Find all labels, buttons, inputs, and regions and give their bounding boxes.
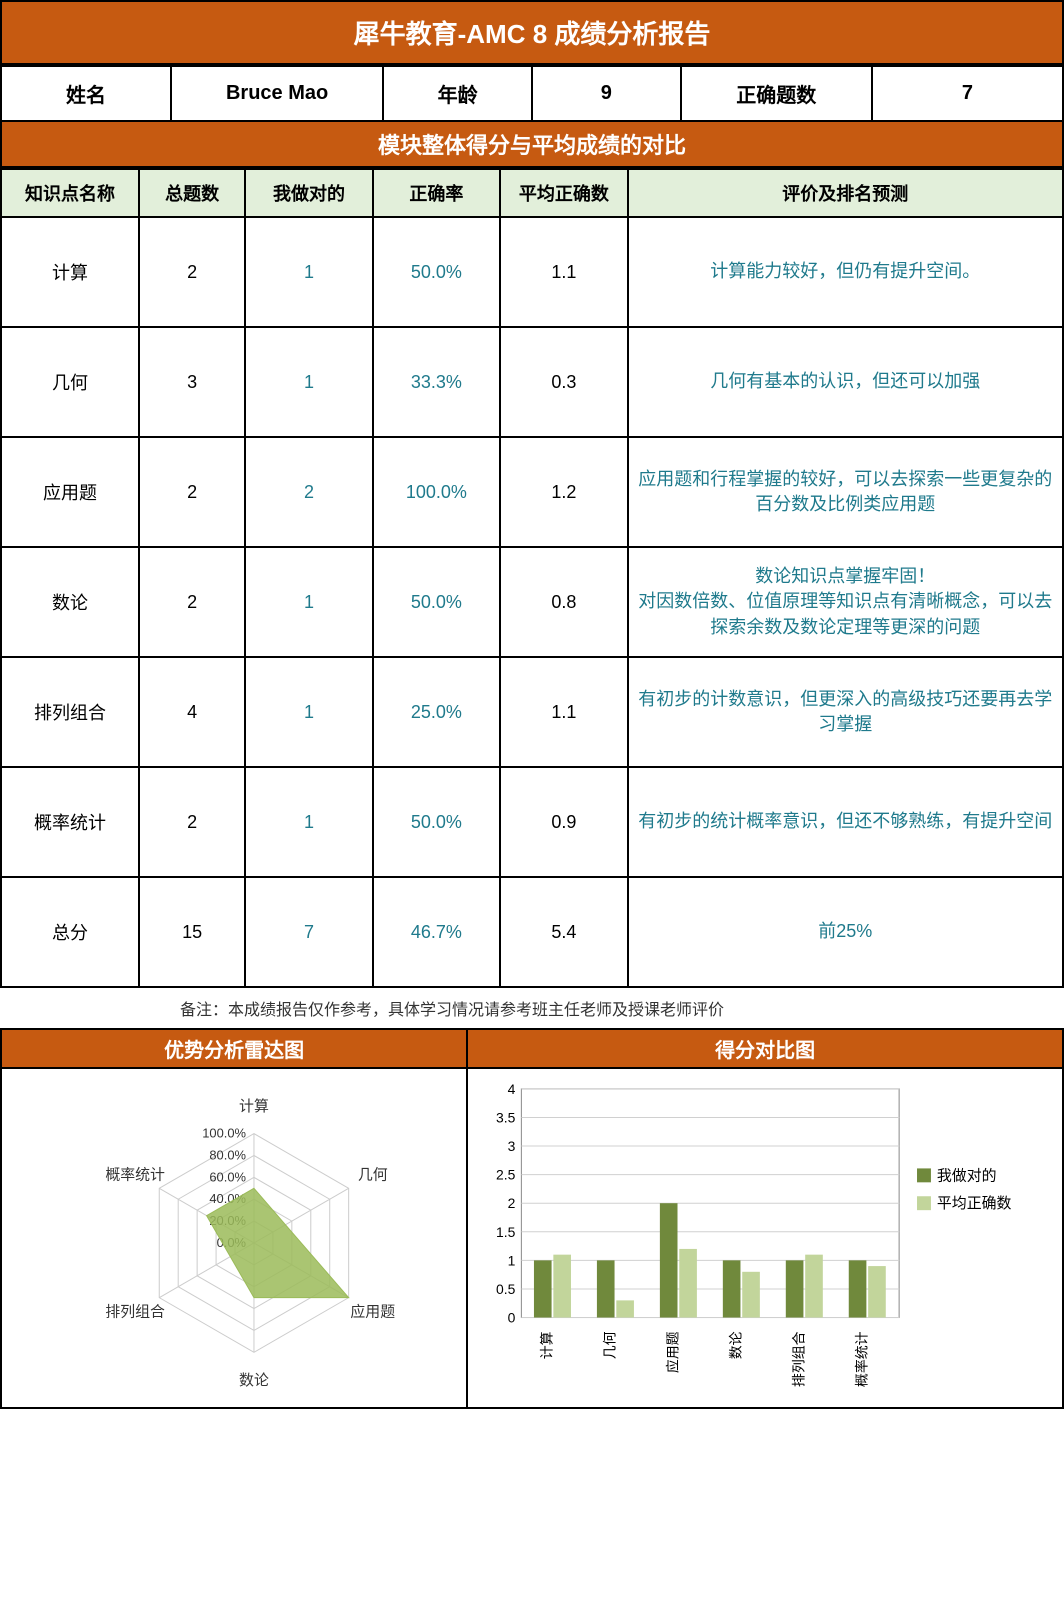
th-avg: 平均正确数	[500, 169, 627, 217]
radar-title: 优势分析雷达图	[0, 1028, 468, 1069]
cell-avg: 1.1	[500, 217, 627, 327]
cell-total: 2	[139, 217, 245, 327]
cell-total: 4	[139, 657, 245, 767]
cell-topic: 应用题	[1, 437, 139, 547]
cell-avg: 0.9	[500, 767, 627, 877]
cell-topic: 总分	[1, 877, 139, 987]
radar-chart: 计算几何应用题数论排列组合概率统计0.0%20.0%40.0%60.0%80.0…	[0, 1069, 468, 1409]
th-mine: 我做对的	[245, 169, 372, 217]
svg-text:0: 0	[508, 1310, 516, 1326]
cell-avg: 1.1	[500, 657, 627, 767]
cell-eval: 应用题和行程掌握的较好，可以去探索一些更复杂的百分数及比例类应用题	[628, 437, 1063, 547]
cell-total: 2	[139, 437, 245, 547]
bar-chart: 0 0.5 1 1.5 2 2.5 3 3.5 4 计算 几何 应用题 数论 排列组合 概率统计 我做对的平均…	[468, 1069, 1064, 1409]
cell-rate: 46.7%	[373, 877, 500, 987]
th-topic: 知识点名称	[1, 169, 139, 217]
cell-topic: 几何	[1, 327, 139, 437]
svg-text:几何: 几何	[602, 1331, 618, 1359]
svg-text:1.5: 1.5	[496, 1224, 516, 1240]
cell-topic: 概率统计	[1, 767, 139, 877]
svg-text:60.0%: 60.0%	[209, 1169, 246, 1184]
svg-text:应用题: 应用题	[665, 1331, 681, 1373]
label-name: 姓名	[1, 66, 171, 121]
cell-mine: 2	[245, 437, 372, 547]
cell-total: 2	[139, 547, 245, 657]
table-row: 计算2150.0%1.1计算能力较好，但仍有提升空间。	[1, 217, 1063, 327]
table-row: 排列组合4125.0%1.1有初步的计数意识，但更深入的高级技巧还要再去学习掌握	[1, 657, 1063, 767]
svg-text:1: 1	[508, 1252, 516, 1268]
cell-rate: 25.0%	[373, 657, 500, 767]
th-eval: 评价及排名预测	[628, 169, 1063, 217]
footnote-text: 备注：本成绩报告仅作参考，具体学习情况请参考班主任老师及授课老师评价	[0, 988, 1064, 1028]
svg-text:排列组合: 排列组合	[105, 1304, 165, 1321]
svg-text:100.0%: 100.0%	[202, 1126, 246, 1141]
student-info-table: 姓名 Bruce Mao 年龄 9 正确题数 7	[0, 65, 1064, 122]
value-name: Bruce Mao	[171, 66, 383, 121]
cell-topic: 排列组合	[1, 657, 139, 767]
cell-total: 2	[139, 767, 245, 877]
cell-mine: 1	[245, 767, 372, 877]
cell-mine: 1	[245, 657, 372, 767]
label-age: 年龄	[383, 66, 532, 121]
cell-topic: 计算	[1, 217, 139, 327]
cell-topic: 数论	[1, 547, 139, 657]
label-correct: 正确题数	[681, 66, 872, 121]
svg-text:4: 4	[508, 1081, 516, 1097]
svg-text:我做对的: 我做对的	[937, 1167, 997, 1184]
svg-text:2.5: 2.5	[496, 1167, 516, 1183]
svg-text:平均正确数: 平均正确数	[937, 1195, 1012, 1212]
cell-eval: 有初步的统计概率意识，但还不够熟练，有提升空间	[628, 767, 1063, 877]
svg-text:0.5: 0.5	[496, 1281, 516, 1297]
svg-text:概率统计: 概率统计	[105, 1166, 165, 1183]
table-row: 几何3133.3%0.3几何有基本的认识，但还可以加强	[1, 327, 1063, 437]
charts-row: 优势分析雷达图 计算几何应用题数论排列组合概率统计0.0%20.0%40.0%6…	[0, 1028, 1064, 1409]
cell-rate: 50.0%	[373, 767, 500, 877]
svg-text:计算: 计算	[239, 1097, 269, 1115]
cell-eval: 数论知识点掌握牢固！对因数倍数、位值原理等知识点有清晰概念，可以去探索余数及数论…	[628, 547, 1063, 657]
th-total: 总题数	[139, 169, 245, 217]
cell-avg: 0.8	[500, 547, 627, 657]
svg-text:几何: 几何	[358, 1166, 388, 1183]
cell-eval: 有初步的计数意识，但更深入的高级技巧还要再去学习掌握	[628, 657, 1063, 767]
cell-eval: 几何有基本的认识，但还可以加强	[628, 327, 1063, 437]
report-title: 犀牛教育-AMC 8 成绩分析报告	[0, 0, 1064, 65]
value-correct: 7	[872, 66, 1063, 121]
cell-mine: 7	[245, 877, 372, 987]
svg-text:排列组合: 排列组合	[791, 1331, 807, 1387]
svg-text:3.5: 3.5	[496, 1109, 516, 1125]
svg-text:2: 2	[508, 1195, 516, 1211]
table-row: 数论2150.0%0.8数论知识点掌握牢固！对因数倍数、位值原理等知识点有清晰概…	[1, 547, 1063, 657]
cell-rate: 50.0%	[373, 217, 500, 327]
table-row: 总分15746.7%5.4前25%	[1, 877, 1063, 987]
svg-text:3: 3	[508, 1138, 516, 1154]
cell-avg: 5.4	[500, 877, 627, 987]
cell-avg: 1.2	[500, 437, 627, 547]
svg-text:数论: 数论	[728, 1331, 744, 1359]
svg-text:概率统计: 概率统计	[854, 1331, 870, 1387]
table-row: 概率统计2150.0%0.9有初步的统计概率意识，但还不够熟练，有提升空间	[1, 767, 1063, 877]
cell-total: 3	[139, 327, 245, 437]
cell-rate: 50.0%	[373, 547, 500, 657]
svg-text:计算: 计算	[539, 1331, 555, 1359]
cell-mine: 1	[245, 217, 372, 327]
value-age: 9	[532, 66, 681, 121]
svg-text:80.0%: 80.0%	[209, 1147, 246, 1162]
cell-eval: 前25%	[628, 877, 1063, 987]
svg-text:应用题: 应用题	[350, 1303, 395, 1321]
svg-text:数论: 数论	[239, 1372, 269, 1389]
cell-rate: 33.3%	[373, 327, 500, 437]
cell-mine: 1	[245, 547, 372, 657]
score-table: 知识点名称 总题数 我做对的 正确率 平均正确数 评价及排名预测 计算2150.…	[0, 168, 1064, 988]
table-row: 应用题22100.0%1.2应用题和行程掌握的较好，可以去探索一些更复杂的百分数…	[1, 437, 1063, 547]
th-rate: 正确率	[373, 169, 500, 217]
cell-avg: 0.3	[500, 327, 627, 437]
cell-eval: 计算能力较好，但仍有提升空间。	[628, 217, 1063, 327]
cell-total: 15	[139, 877, 245, 987]
section-compare-title: 模块整体得分与平均成绩的对比	[0, 122, 1064, 168]
cell-mine: 1	[245, 327, 372, 437]
bar-title: 得分对比图	[468, 1028, 1064, 1069]
cell-rate: 100.0%	[373, 437, 500, 547]
